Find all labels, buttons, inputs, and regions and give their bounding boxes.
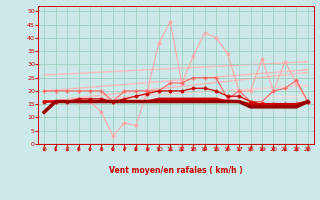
- X-axis label: Vent moyen/en rafales ( km/h ): Vent moyen/en rafales ( km/h ): [109, 166, 243, 175]
